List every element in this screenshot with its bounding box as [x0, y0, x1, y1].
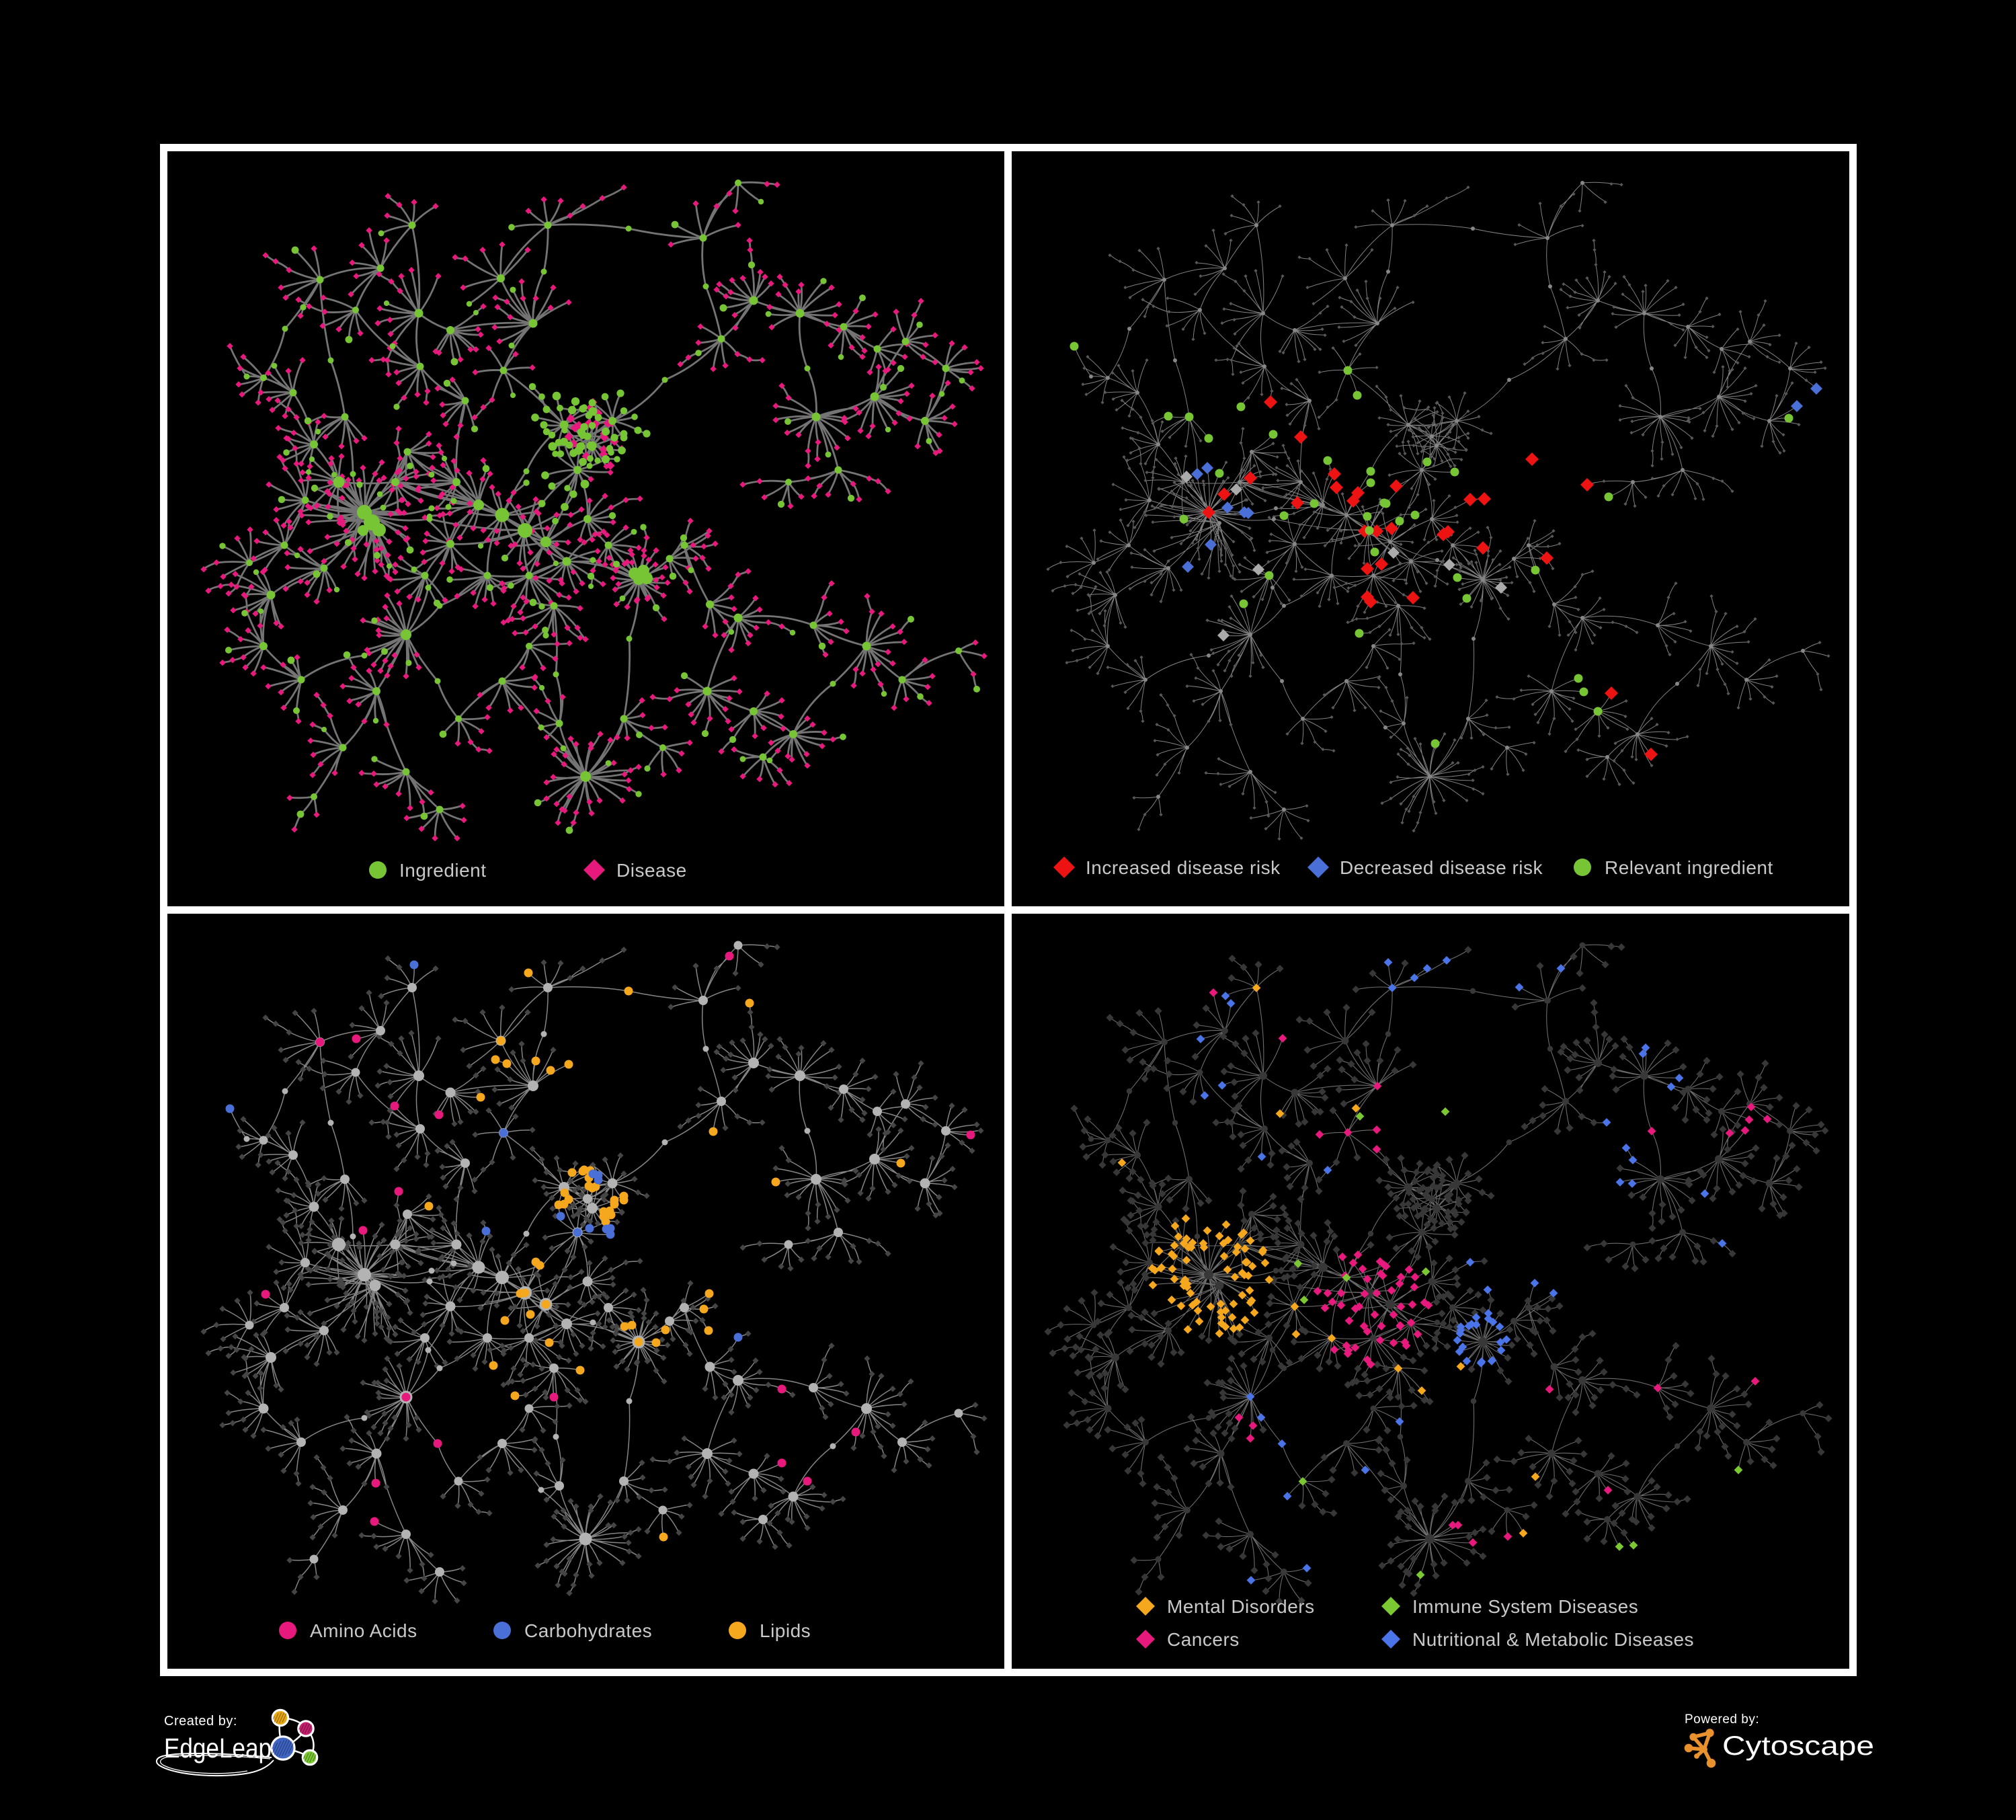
svg-text:Cytoscape: Cytoscape [1722, 1731, 1874, 1761]
svg-text:Mental Disorders: Mental Disorders [1167, 1596, 1315, 1617]
svg-text:Disease: Disease [616, 860, 687, 881]
svg-text:Powered by:: Powered by: [1685, 1712, 1759, 1727]
svg-text:Immune System Diseases: Immune System Diseases [1412, 1596, 1638, 1617]
svg-text:Amino Acids: Amino Acids [310, 1620, 417, 1641]
svg-text:Carbohydrates: Carbohydrates [524, 1620, 652, 1641]
svg-text:Lipids: Lipids [760, 1620, 811, 1641]
svg-text:Cancers: Cancers [1167, 1629, 1240, 1650]
svg-text:Ingredient: Ingredient [399, 860, 487, 881]
svg-text:Created by:: Created by: [164, 1714, 237, 1729]
svg-text:Relevant ingredient: Relevant ingredient [1605, 857, 1773, 878]
svg-text:EdgeLeap: EdgeLeap [164, 1733, 272, 1764]
svg-text:Increased disease risk: Increased disease risk [1086, 857, 1281, 878]
svg-text:Nutritional & Metabolic Diseas: Nutritional & Metabolic Diseases [1412, 1629, 1694, 1650]
svg-text:Decreased disease risk: Decreased disease risk [1340, 857, 1543, 878]
